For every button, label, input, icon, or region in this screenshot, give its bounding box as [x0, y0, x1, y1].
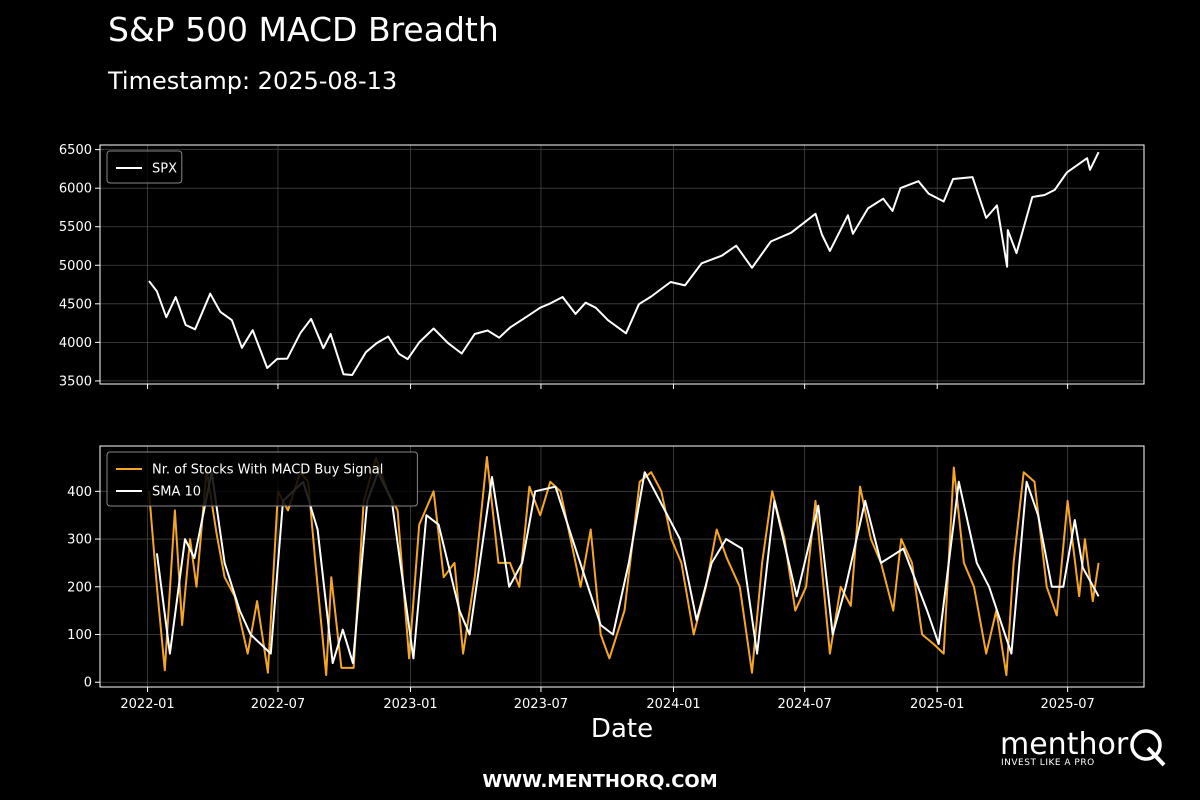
chart-title: S&P 500 MACD Breadth: [108, 10, 499, 49]
y-tick-label: 400: [67, 485, 92, 500]
y-tick-label: 3500: [59, 374, 92, 389]
series-line-top-0: [148, 151, 1100, 376]
brand-tagline: INVEST LIKE A PRO: [1001, 758, 1095, 768]
panel-top: 3500 4000 4500 5000 5500 6000 6500 SPX: [59, 143, 1145, 389]
x-axis-label: Date: [591, 714, 653, 744]
footer-url[interactable]: WWW.MENTHORQ.COM: [482, 771, 718, 792]
plot-frame: [99, 144, 1145, 385]
legend-box: [106, 451, 418, 507]
y-tick-label: 5500: [59, 220, 92, 235]
brand-name: menthor: [1000, 727, 1129, 762]
x-tick-label: 2022-01: [120, 697, 174, 712]
panel-bottom: 2022-01 2022-07 2023-01 2023-07 2024-01 2024-…: [67, 445, 1145, 744]
legend-box: [106, 150, 183, 184]
x-tick-label: 2023-07: [514, 697, 568, 712]
y-tick-label: 100: [67, 628, 92, 643]
chart-subtitle: Timestamp: 2025-08-13: [108, 67, 398, 95]
legend-entry: SPX: [152, 162, 177, 177]
q-magnifier-icon: [1130, 729, 1166, 767]
x-tick-label: 2023-01: [383, 697, 437, 712]
legend-entry: SMA 10: [152, 485, 201, 500]
y-tick-label: 300: [67, 533, 92, 548]
y-tick-label: 6000: [59, 182, 92, 197]
y-tick-label: 5000: [59, 259, 92, 274]
y-tick-label: 6500: [59, 143, 92, 158]
y-tick-label: 200: [67, 580, 92, 595]
plot-frame: [99, 445, 1145, 688]
x-tick-label: 2024-01: [646, 697, 700, 712]
brand-logo: menthor INVEST LIKE A PRO: [1000, 727, 1175, 772]
y-tick-label: 4000: [59, 336, 92, 351]
x-tick-label: 2024-07: [777, 697, 831, 712]
y-tick-label: 0: [84, 676, 92, 691]
legend-entry: Nr. of Stocks With MACD Buy Signal: [152, 463, 383, 478]
x-tick-label: 2022-07: [251, 697, 305, 712]
x-tick-label: 2025-01: [910, 697, 964, 712]
y-tick-label: 4500: [59, 297, 92, 312]
x-tick-label: 2025-07: [1040, 697, 1094, 712]
